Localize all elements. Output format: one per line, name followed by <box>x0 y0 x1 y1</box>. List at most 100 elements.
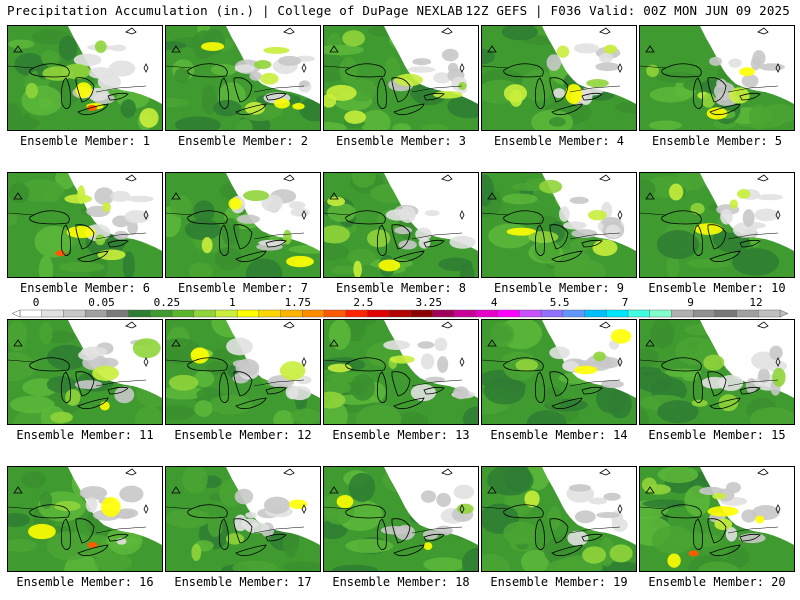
ensemble-member-label: Ensemble Member: 14 <box>490 428 628 442</box>
colorbar-tick-label: 9 <box>687 296 694 309</box>
ensemble-member-label: Ensemble Member: 19 <box>490 575 628 589</box>
colorbar-swatch <box>171 309 195 318</box>
colorbar-swatch <box>714 309 738 318</box>
ensemble-member-label: Ensemble Member: 18 <box>332 575 470 589</box>
ensemble-member-label: Ensemble Member: 6 <box>19 281 151 295</box>
colorbar-tick-label: 0.05 <box>88 296 115 309</box>
precipitation-map <box>324 26 478 130</box>
colorbar-swatch <box>63 309 86 318</box>
colorbar-tick-label: 5.5 <box>550 296 570 309</box>
colorbar-swatch <box>367 309 390 318</box>
ensemble-map-panel <box>165 25 321 131</box>
precipitation-map <box>482 173 636 277</box>
colorbar-tick-label: 4 <box>491 296 498 309</box>
precipitation-map <box>166 467 320 571</box>
colorbar-swatch <box>236 309 260 318</box>
colorbar-swatch <box>128 309 151 318</box>
precipitation-map <box>166 320 320 424</box>
ensemble-member-label: Ensemble Member: 8 <box>335 281 467 295</box>
ensemble-map-panel <box>481 319 637 425</box>
ensemble-map-panel <box>7 172 163 278</box>
colorbar-tick-label: 12 <box>749 296 762 309</box>
colorbar-swatch <box>280 309 303 318</box>
ensemble-member-label: Ensemble Member: 15 <box>648 428 786 442</box>
colorbar-swatch <box>388 309 412 318</box>
ensemble-member-label: Ensemble Member: 17 <box>174 575 312 589</box>
ensemble-map-panel <box>639 319 795 425</box>
colorbar-swatch <box>540 309 564 318</box>
colorbar-swatch <box>432 309 455 318</box>
precipitation-map <box>640 320 794 424</box>
ensemble-map-panel <box>481 466 637 572</box>
precipitation-map <box>166 26 320 130</box>
ensemble-map-panel <box>165 172 321 278</box>
colorbar-swatch <box>584 309 607 318</box>
precipitation-map <box>640 26 794 130</box>
ensemble-member-label: Ensemble Member: 9 <box>493 281 625 295</box>
colorbar-swatch <box>519 309 542 318</box>
colorbar-swatch <box>19 309 43 318</box>
ensemble-map-panel <box>481 25 637 131</box>
ensemble-map-panel <box>481 172 637 278</box>
colorbar-swatch <box>627 309 651 318</box>
colorbar-swatch <box>692 309 716 318</box>
colorbar-swatch <box>84 309 108 318</box>
colorbar-swatch <box>562 309 586 318</box>
precipitation-map <box>482 26 636 130</box>
colorbar-swatch <box>345 309 369 318</box>
ensemble-map-panel <box>323 466 479 572</box>
ensemble-member-label: Ensemble Member: 3 <box>335 134 467 148</box>
ensemble-map-panel <box>323 172 479 278</box>
ensemble-map-panel <box>165 466 321 572</box>
ensemble-map-panel <box>639 172 795 278</box>
ensemble-map-panel <box>639 25 795 131</box>
colorbar-swatch <box>606 309 629 318</box>
precipitation-map <box>640 467 794 571</box>
precipitation-map <box>482 467 636 571</box>
colorbar-swatch <box>671 309 694 318</box>
colorbar-swatch <box>497 309 521 318</box>
colorbar-swatch <box>649 309 673 318</box>
ensemble-map-panel <box>7 319 163 425</box>
ensemble-member-label: Ensemble Member: 16 <box>16 575 154 589</box>
colorbar-swatch <box>302 309 325 318</box>
ensemble-map-panel <box>165 319 321 425</box>
ensemble-map-panel <box>7 466 163 572</box>
colorbar-tick-label: 0 <box>33 296 40 309</box>
colorbar-swatch <box>758 309 781 318</box>
colorbar-swatch <box>150 309 173 318</box>
ensemble-member-label: Ensemble Member: 5 <box>651 134 783 148</box>
map-title: Precipitation Accumulation (in.) | Colle… <box>7 3 463 18</box>
precipitation-map <box>8 320 162 424</box>
colorbar-swatch <box>410 309 434 318</box>
colorbar-swatch <box>736 309 759 318</box>
colorbar-swatch <box>475 309 499 318</box>
colorbar-tick-label: 7 <box>622 296 629 309</box>
precipitation-map <box>8 467 162 571</box>
ensemble-member-label: Ensemble Member: 11 <box>16 428 154 442</box>
precipitation-map <box>640 173 794 277</box>
colorbar-swatch <box>41 309 65 318</box>
ensemble-member-label: Ensemble Member: 2 <box>177 134 309 148</box>
colorbar-swatch <box>454 309 477 318</box>
ensemble-member-label: Ensemble Member: 7 <box>177 281 309 295</box>
ensemble-member-label: Ensemble Member: 13 <box>332 428 470 442</box>
ensemble-member-label: Ensemble Member: 1 <box>19 134 151 148</box>
precipitation-map <box>166 173 320 277</box>
ensemble-map-panel <box>7 25 163 131</box>
colorbar-swatch <box>193 309 217 318</box>
ensemble-map-panel <box>323 319 479 425</box>
precipitation-map <box>324 467 478 571</box>
colorbar-tick-label: 1.75 <box>285 296 312 309</box>
ensemble-member-label: Ensemble Member: 4 <box>493 134 625 148</box>
colorbar-swatch <box>323 309 347 318</box>
precipitation-map <box>8 26 162 130</box>
ensemble-member-label: Ensemble Member: 20 <box>648 575 786 589</box>
precipitation-map <box>324 173 478 277</box>
colorbar-tick-label: 1 <box>229 296 236 309</box>
ensemble-member-label: Ensemble Member: 10 <box>648 281 786 295</box>
precipitation-map <box>482 320 636 424</box>
ensemble-member-label: Ensemble Member: 12 <box>174 428 312 442</box>
colorbar-swatch <box>258 309 282 318</box>
precipitation-colorbar: 0 0.05 0.25 1 1.75 2.5 3.25 4 5.5 7 9 12 <box>10 296 790 320</box>
